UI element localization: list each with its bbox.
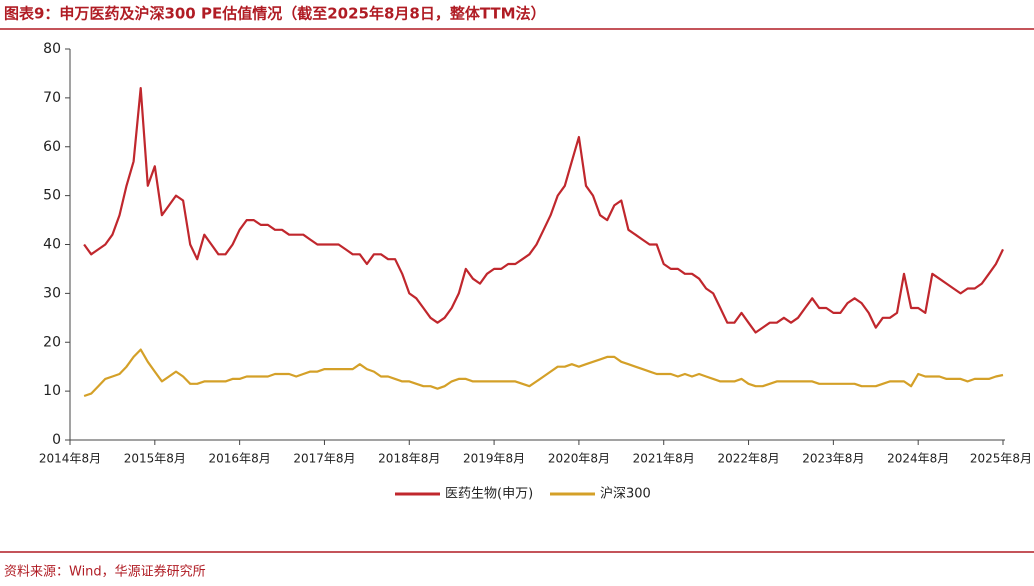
chart-title: 图表9：申万医药及沪深300 PE估值情况（截至2025年8月8日，整体TTM法… [4,5,546,23]
series-line [83,348,1004,398]
x-tick-label: 2025年8月 [970,452,1032,466]
series-line [83,87,1004,334]
x-tick-label: 2020年8月 [548,452,610,466]
x-tick-label: 2015年8月 [124,452,186,466]
legend-label: 医药生物(申万) [445,487,533,502]
y-tick-label: 20 [43,334,61,350]
x-tick-label: 2023年8月 [802,452,864,466]
x-tick-label: 2022年8月 [717,452,779,466]
y-tick-label: 50 [43,188,61,204]
x-tick-label: 2016年8月 [209,452,271,466]
y-tick-label: 30 [43,285,61,301]
x-tick-label: 2024年8月 [887,452,949,466]
y-tick-label: 0 [52,432,61,448]
x-tick-label: 2017年8月 [293,452,355,466]
y-tick-label: 10 [43,383,61,399]
y-tick-label: 60 [43,139,61,155]
y-tick-label: 70 [43,90,61,106]
x-tick-label: 2019年8月 [463,452,525,466]
x-tick-label: 2014年8月 [39,452,101,466]
y-tick-label: 80 [43,41,61,57]
legend-label: 沪深300 [600,486,651,502]
x-tick-label: 2018年8月 [378,452,440,466]
x-tick-label: 2021年8月 [633,452,695,466]
y-tick-label: 40 [43,237,61,253]
source: 资料来源：Wind，华源证券研究所 [4,564,206,580]
